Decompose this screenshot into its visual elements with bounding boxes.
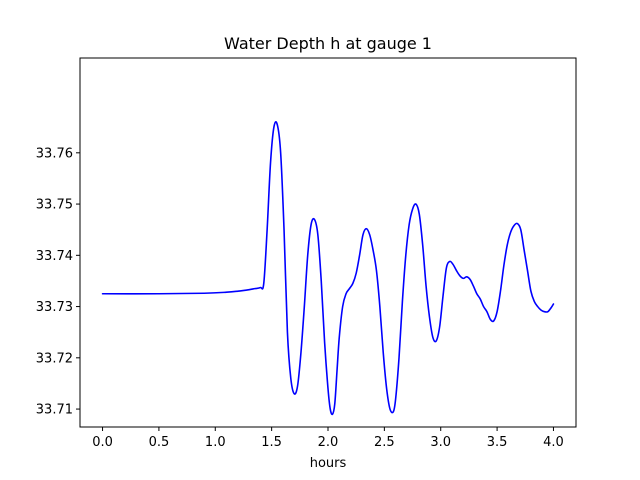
water-depth-series-line — [101, 121, 555, 416]
y-axis: 33.71 33.72 33.73 33.74 33.75 33.76 — [36, 146, 80, 418]
chart-title: Water Depth h at gauge 1 — [224, 34, 432, 53]
x-tick-label: 2.5 — [374, 435, 395, 450]
x-tick-label: 3.5 — [487, 435, 508, 450]
x-tick-label: 0.5 — [149, 435, 170, 450]
y-tick-label: 33.73 — [36, 300, 73, 315]
y-tick-label: 33.71 — [36, 403, 73, 418]
x-axis: 0.0 0.5 1.0 1.5 2.0 2.5 3.0 3.5 4.0 — [92, 427, 564, 450]
x-tick-label: 4.0 — [543, 435, 564, 450]
x-tick-label: 1.0 — [205, 435, 226, 450]
x-tick-label: 0.0 — [92, 435, 113, 450]
x-tick-label: 1.5 — [261, 435, 282, 450]
x-axis-label: hours — [310, 456, 347, 471]
y-tick-label: 33.72 — [36, 351, 73, 366]
x-tick-label: 2.0 — [318, 435, 339, 450]
y-tick-label: 33.76 — [36, 146, 73, 161]
y-tick-label: 33.75 — [36, 198, 73, 213]
y-tick-label: 33.74 — [36, 249, 73, 264]
x-tick-label: 3.0 — [430, 435, 451, 450]
